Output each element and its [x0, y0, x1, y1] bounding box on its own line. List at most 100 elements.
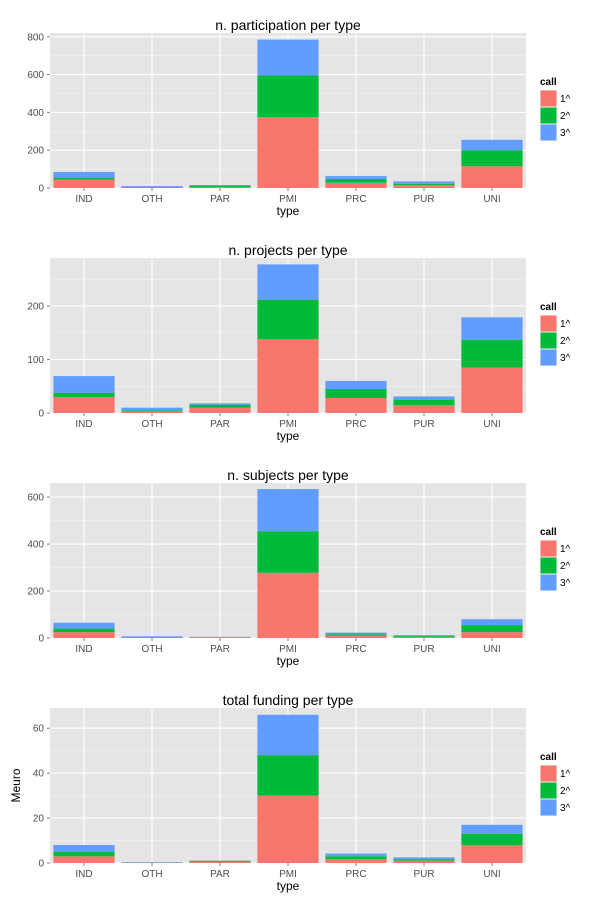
bar-uni-call-2	[461, 150, 523, 167]
legend-key-call-3	[540, 124, 557, 141]
bar-ind-call-1	[53, 396, 115, 413]
bar-uni-call-3	[461, 139, 523, 151]
bar-prc-call-3	[325, 380, 387, 389]
y-tick-label: 0	[38, 859, 44, 870]
bar-oth-call-2	[121, 410, 183, 412]
y-tick-label: 600	[27, 493, 44, 504]
bar-par-call-1	[189, 861, 251, 863]
x-axis-title: type	[277, 204, 300, 218]
legend-title: call	[540, 302, 557, 313]
bar-uni-call-1	[461, 166, 523, 188]
x-tick-label: PMI	[279, 419, 297, 430]
bar-pur-call-3	[393, 181, 455, 184]
bar-prc-call-2	[325, 178, 387, 183]
bar-uni-call-1	[461, 632, 523, 638]
bar-oth-call-1	[121, 187, 183, 188]
bar-ind-call-3	[53, 376, 115, 393]
legend-key-call-1	[540, 765, 557, 782]
legend-key-call-1	[540, 315, 557, 332]
x-tick-label: PRC	[345, 419, 366, 430]
bar-pmi-call-3	[257, 489, 319, 532]
y-tick-label: 60	[33, 724, 45, 735]
bar-par-call-2	[189, 185, 251, 188]
x-tick-label: PAR	[210, 644, 230, 655]
legend-key-call-3	[540, 799, 557, 816]
y-tick-label: 400	[27, 108, 44, 119]
bar-prc-call-3	[325, 176, 387, 179]
x-tick-label: UNI	[483, 194, 500, 205]
bar-uni-call-3	[461, 619, 523, 626]
bar-ind-call-1	[53, 632, 115, 638]
bar-prc-call-3	[325, 632, 387, 635]
y-tick-label: 0	[38, 184, 44, 195]
bar-oth-call-3	[121, 636, 183, 638]
x-tick-label: PMI	[279, 869, 297, 880]
bar-ind-call-1	[53, 856, 115, 863]
x-axis-title: type	[277, 429, 300, 443]
x-tick-label: PAR	[210, 869, 230, 880]
x-tick-label: PUR	[413, 644, 434, 655]
x-tick-label: PUR	[413, 419, 434, 430]
legend-key-call-2	[540, 557, 557, 574]
y-tick-label: 100	[27, 355, 44, 366]
chart-panel-3: n. subjects per type 0 200 400 600 IND OTH PAR P…	[27, 467, 570, 668]
bar-pur-call-3	[393, 396, 455, 400]
bar-ind-call-2	[53, 851, 115, 857]
bar-pmi-call-3	[257, 264, 319, 300]
y-tick-label: 200	[27, 146, 44, 157]
x-tick-label: PAR	[210, 194, 230, 205]
x-tick-label: PAR	[210, 419, 230, 430]
bar-pmi-call-2	[257, 531, 319, 573]
x-tick-label: PUR	[413, 194, 434, 205]
chart-panel-1: n. participation per type 0 200 400 600 800 IN…	[27, 17, 570, 218]
bar-par-call-1	[189, 187, 251, 188]
bar-pmi-call-1	[257, 572, 319, 638]
legend-label: 3^	[560, 353, 571, 364]
bar-par-call-3	[189, 403, 251, 405]
legend-label: 2^	[560, 561, 571, 572]
bar-pmi-call-2	[257, 755, 319, 796]
bar-pur-call-2	[393, 183, 455, 186]
x-axis-title: type	[277, 879, 300, 893]
bar-ind-call-3	[53, 171, 115, 178]
bar-prc-call-1	[325, 635, 387, 638]
bar-pur-call-1	[393, 636, 455, 638]
legend-label: 3^	[560, 128, 571, 139]
y-tick-label: 200	[27, 587, 44, 598]
legend-label: 3^	[560, 803, 571, 814]
legend-title: call	[540, 77, 557, 88]
bar-par-call-2	[189, 860, 251, 862]
x-tick-label: IND	[75, 869, 92, 880]
bar-prc-call-2	[325, 634, 387, 636]
x-tick-label: IND	[75, 194, 92, 205]
bar-uni-call-1	[461, 367, 523, 413]
bar-par-call-1	[189, 407, 251, 413]
x-tick-label: UNI	[483, 644, 500, 655]
y-tick-label: 200	[27, 302, 44, 313]
bar-pmi-call-2	[257, 299, 319, 340]
legend-title: call	[540, 527, 557, 538]
bar-ind-call-2	[53, 392, 115, 397]
bar-pmi-call-3	[257, 714, 319, 756]
legend-key-call-3	[540, 574, 557, 591]
x-tick-label: OTH	[141, 869, 162, 880]
x-tick-label: PRC	[345, 869, 366, 880]
x-axis-title: type	[277, 654, 300, 668]
legend-label: 1^	[560, 769, 571, 780]
bar-oth-call-3	[121, 407, 183, 411]
x-tick-label: OTH	[141, 644, 162, 655]
bar-pur-call-2	[393, 399, 455, 405]
legend-title: call	[540, 752, 557, 763]
legend-key-call-2	[540, 782, 557, 799]
x-tick-label: OTH	[141, 419, 162, 430]
bar-pmi-call-1	[257, 339, 319, 413]
legend-key-call-1	[540, 90, 557, 107]
bar-uni-call-3	[461, 824, 523, 834]
bar-pur-call-1	[393, 860, 455, 863]
chart-title: total funding per type	[223, 692, 354, 708]
y-tick-label: 20	[33, 814, 45, 825]
x-tick-label: IND	[75, 419, 92, 430]
bar-prc-call-2	[325, 856, 387, 859]
